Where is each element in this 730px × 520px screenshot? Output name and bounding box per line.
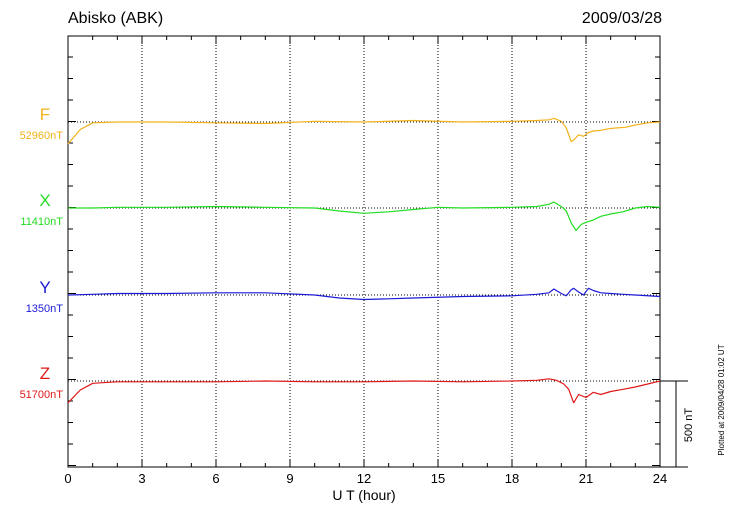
baseline-value-x: 11410nT xyxy=(20,216,63,228)
trace-y xyxy=(67,287,661,301)
series-label-f: F xyxy=(40,105,50,124)
baseline-value-y: 1350nT xyxy=(26,303,64,315)
x-tick-label: 18 xyxy=(505,471,519,486)
series-label-x: X xyxy=(39,191,50,210)
x-axis-label: U T (hour) xyxy=(332,487,395,503)
x-tick-label: 12 xyxy=(357,471,371,486)
scale-bar-label: 500 nT xyxy=(683,408,695,443)
trace-z xyxy=(67,378,661,404)
baseline-value-f: 52960nT xyxy=(20,130,64,142)
series-label-z: Z xyxy=(40,364,50,383)
x-tick-label: 6 xyxy=(212,471,219,486)
trace-x xyxy=(68,201,661,232)
x-tick-label: 24 xyxy=(653,471,667,486)
trace-f xyxy=(67,117,661,145)
x-tick-label: 15 xyxy=(431,471,445,486)
series-label-y: Y xyxy=(39,278,50,297)
x-tick-label: 21 xyxy=(579,471,593,486)
plot-date: 2009/03/28 xyxy=(581,10,662,27)
x-tick-label: 0 xyxy=(64,471,71,486)
station-title: Abisko (ABK) xyxy=(68,10,164,27)
x-tick-label: 9 xyxy=(286,471,293,486)
plotted-at-note: Plotted at 2009/04/28 01:02 UT xyxy=(717,344,726,455)
baseline-value-z: 51700nT xyxy=(20,389,64,401)
x-tick-label: 3 xyxy=(138,471,145,486)
